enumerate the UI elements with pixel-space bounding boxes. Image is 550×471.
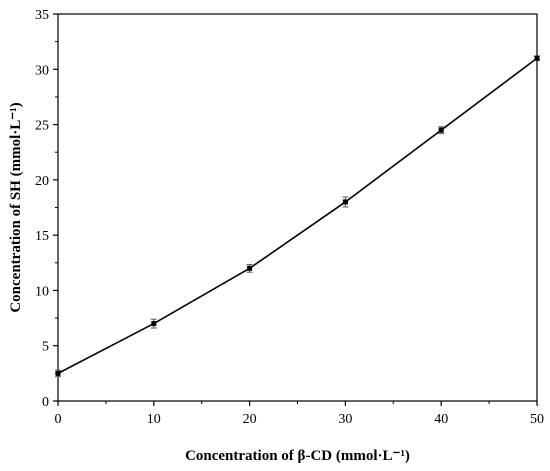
data-point: [438, 126, 445, 134]
point-marker: [534, 55, 540, 61]
point-marker: [151, 321, 157, 327]
y-tick-label: 20: [35, 174, 49, 189]
point-marker: [342, 199, 348, 205]
series-line: [57, 57, 538, 375]
point-marker: [247, 265, 253, 271]
data-point: [342, 196, 349, 208]
data-point: [246, 263, 253, 273]
x-tick-label: 0: [55, 412, 62, 427]
y-tick-label: 5: [42, 340, 49, 355]
plot-frame: [57, 13, 538, 402]
y-tick-label: 10: [35, 284, 49, 299]
data-point: [150, 318, 157, 329]
x-tick-label: 20: [243, 412, 257, 427]
y-axis-title: Concentration of SH (mmol·L⁻¹): [8, 102, 24, 312]
point-marker: [55, 370, 61, 376]
x-tick-label: 50: [530, 412, 544, 427]
x-tick-label: 10: [147, 412, 161, 427]
x-tick-label: 40: [434, 412, 448, 427]
data-point: [55, 369, 61, 378]
y-tick-label: 25: [35, 119, 49, 134]
data-point: [534, 55, 540, 61]
y-tick-label: 30: [35, 63, 49, 78]
plot-border: [57, 13, 538, 402]
y-tick-label: 0: [42, 395, 49, 410]
series-path: [57, 57, 538, 375]
x-tick-label: 30: [338, 412, 352, 427]
x-axis: 0 10 20 30 40 50: [55, 401, 544, 427]
x-axis-title: Concentration of β-CD (mmol·L⁻¹): [185, 448, 410, 464]
point-marker: [438, 127, 444, 133]
y-axis: 0 5 10 15 20 25 30 35: [35, 8, 58, 410]
y-tick-label: 35: [35, 8, 49, 23]
y-tick-label: 15: [35, 229, 49, 244]
data-points: [55, 55, 540, 378]
